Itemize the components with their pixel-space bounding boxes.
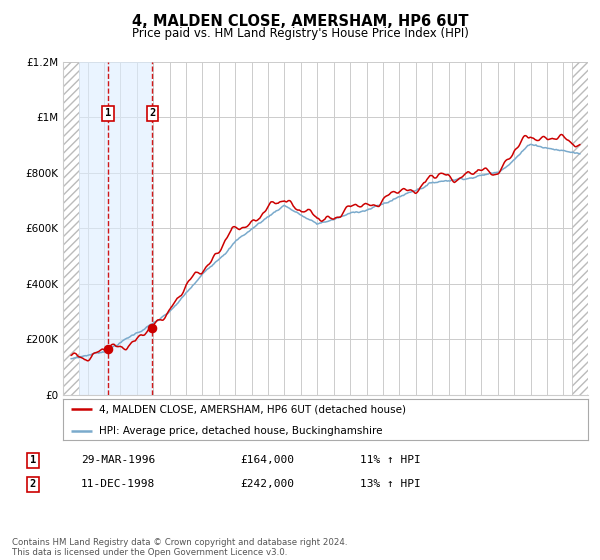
Text: 11-DEC-1998: 11-DEC-1998 — [81, 479, 155, 489]
Text: 4, MALDEN CLOSE, AMERSHAM, HP6 6UT: 4, MALDEN CLOSE, AMERSHAM, HP6 6UT — [132, 14, 468, 29]
Text: 11% ↑ HPI: 11% ↑ HPI — [360, 455, 421, 465]
Text: Contains HM Land Registry data © Crown copyright and database right 2024.
This d: Contains HM Land Registry data © Crown c… — [12, 538, 347, 557]
Text: 1: 1 — [105, 108, 111, 118]
Text: 2: 2 — [30, 479, 36, 489]
Bar — [79, 62, 152, 395]
Text: 29-MAR-1996: 29-MAR-1996 — [81, 455, 155, 465]
Point — [103, 345, 113, 354]
Bar — [572, 62, 588, 395]
Point — [148, 323, 157, 332]
Text: 13% ↑ HPI: 13% ↑ HPI — [360, 479, 421, 489]
Text: £242,000: £242,000 — [240, 479, 294, 489]
Text: £164,000: £164,000 — [240, 455, 294, 465]
Text: 4, MALDEN CLOSE, AMERSHAM, HP6 6UT (detached house): 4, MALDEN CLOSE, AMERSHAM, HP6 6UT (deta… — [98, 404, 406, 414]
Bar — [63, 62, 79, 395]
Text: 2: 2 — [149, 108, 155, 118]
Text: Price paid vs. HM Land Registry's House Price Index (HPI): Price paid vs. HM Land Registry's House … — [131, 27, 469, 40]
Text: HPI: Average price, detached house, Buckinghamshire: HPI: Average price, detached house, Buck… — [98, 426, 382, 436]
Text: 1: 1 — [30, 455, 36, 465]
